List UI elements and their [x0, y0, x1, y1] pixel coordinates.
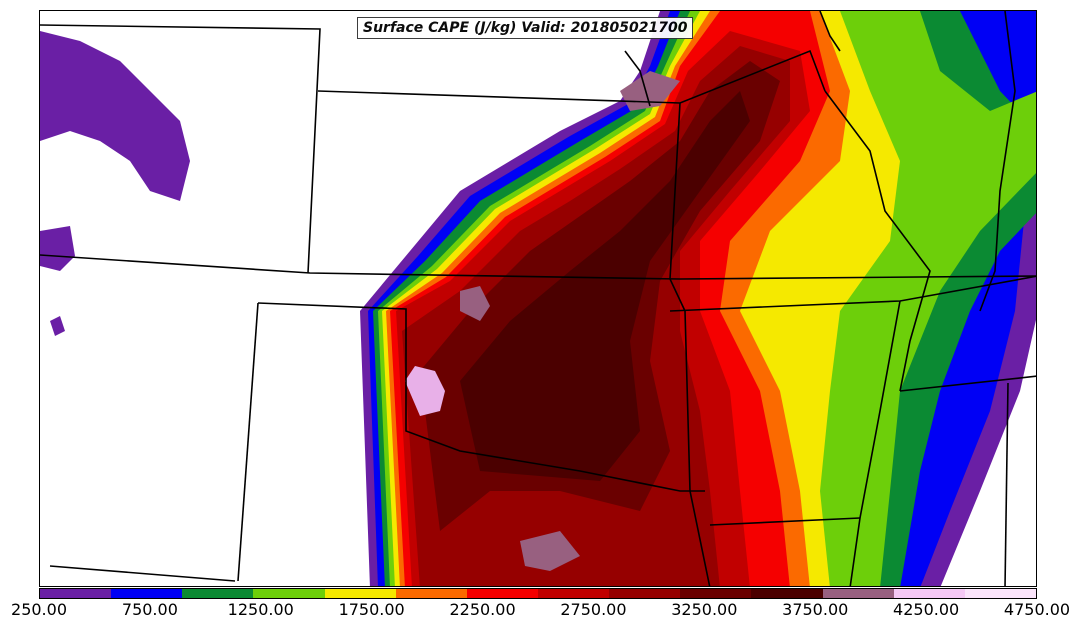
cape-blob-west-1: [40, 31, 190, 201]
colorbar-segment: [40, 589, 112, 598]
colorbar-segment: [111, 589, 183, 598]
border-line: [1004, 382, 1009, 586]
border-line: [40, 24, 321, 274]
colorbar-segment: [751, 589, 823, 598]
colorbar-tick-label: 750.00: [121, 600, 178, 619]
map-panel: Surface CAPE (J/kg) Valid: 201805021700: [39, 10, 1037, 587]
border-line: [979, 11, 1016, 312]
border-line: [899, 375, 1036, 392]
colorbar-segment: [964, 589, 1036, 598]
colorbar-segment: [395, 589, 467, 598]
colorbar-tick-label: 1750.00: [338, 600, 405, 619]
colorbar-tick-label: 1250.00: [227, 600, 294, 619]
colorbar-labels: 250.00 750.00 1250.00 1750.00 2250.00 2750.00…: [0, 600, 1081, 624]
colorbar-tick-label: 3750.00: [782, 600, 849, 619]
colorbar-segment: [680, 589, 752, 598]
border-line: [237, 302, 259, 582]
colorbar-tick-label: 4250.00: [893, 600, 960, 619]
cape-blob-west-3: [50, 316, 65, 336]
colorbar-segment: [253, 589, 325, 598]
cape-blob-west-2: [40, 226, 75, 271]
colorbar-segment: [182, 589, 254, 598]
state-boundaries: [40, 11, 1036, 586]
cape-patch-high-2: [460, 286, 490, 321]
cape-patch-high-1: [405, 366, 445, 416]
colorbar-tick-label: 250.00: [11, 600, 67, 619]
border-line: [819, 11, 841, 52]
border-line: [317, 49, 826, 104]
cape-core: [460, 91, 750, 481]
border-line: [709, 517, 861, 526]
colorbar-segment: [822, 589, 894, 598]
colorbar: [39, 588, 1037, 599]
cape-map: [40, 11, 1036, 586]
border-line: [849, 300, 901, 586]
border-line: [257, 302, 705, 492]
cape-shading: [40, 11, 1036, 586]
colorbar-tick-label: 2750.00: [560, 600, 627, 619]
colorbar-tick-label: 2250.00: [449, 600, 516, 619]
map-title: Surface CAPE (J/kg) Valid: 201805021700: [357, 17, 694, 39]
border-line: [624, 50, 651, 107]
border-line: [40, 254, 1036, 280]
colorbar-segment: [324, 589, 396, 598]
colorbar-segment: [537, 589, 610, 598]
colorbar-tick-label: 3250.00: [671, 600, 738, 619]
border-line: [49, 565, 236, 582]
cape-patch-high-4: [520, 531, 580, 571]
border-line: [824, 90, 931, 392]
colorbar-segment: [466, 589, 538, 598]
colorbar-segment: [609, 589, 681, 598]
colorbar-tick-label: 4750.00: [1003, 600, 1071, 619]
colorbar-segment: [893, 589, 965, 598]
